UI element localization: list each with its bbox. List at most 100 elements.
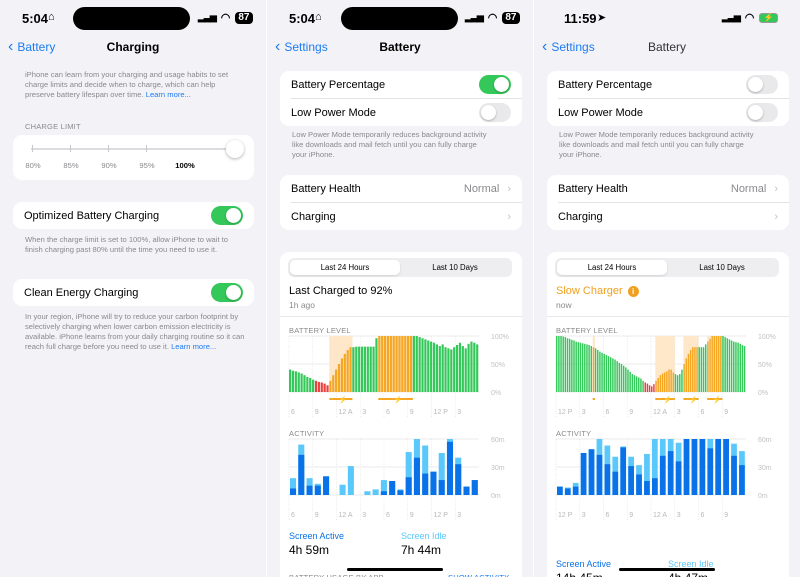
learn-more-link[interactable]: Learn more... <box>145 90 191 99</box>
tab-last-10-days[interactable]: Last 10 Days <box>432 263 478 272</box>
battery-level-bar <box>312 379 315 392</box>
battery-level-bar <box>689 350 692 392</box>
battery-level-bar <box>562 336 564 392</box>
battery-level-bar <box>612 358 614 392</box>
battery-icon: 87 <box>235 11 253 24</box>
screen-idle-bar <box>339 484 346 495</box>
battery-level-bar <box>329 380 332 392</box>
slider-thumb[interactable] <box>226 140 244 158</box>
battery-level-bar <box>571 339 573 392</box>
battery-level-bar <box>702 347 705 392</box>
optimized-toggle[interactable] <box>211 206 243 225</box>
y-tick-label: 0m <box>491 493 501 500</box>
battery-level-bar <box>564 337 567 392</box>
usage-by-app-header: BATTERY USAGE BY APP <box>289 573 384 577</box>
battery-level-bar <box>603 353 605 392</box>
charging-shade <box>666 336 669 392</box>
show-activity-button[interactable]: SHOW ACTIVITY <box>448 573 509 577</box>
battery-level-bar <box>369 346 372 392</box>
charge-limit-slider[interactable]: 80% 85% 90% 95% 100% <box>13 135 254 180</box>
x-tick-label: 12 P <box>558 512 573 519</box>
battery-level-bar <box>655 380 657 392</box>
battery-level-bar <box>314 380 318 392</box>
screen-active-value: 14h 45m <box>556 571 603 577</box>
signal-icon: ▂▃▅ <box>465 12 484 22</box>
tab-last-24-hours[interactable]: Last 24 Hours <box>557 260 667 275</box>
battery-level-bar <box>728 339 731 392</box>
activity-label: ACTIVITY <box>289 429 325 438</box>
screen-active-bar <box>636 474 642 495</box>
screen-active-bar <box>422 473 429 495</box>
toggle[interactable] <box>479 75 511 94</box>
battery-level-chart: 100% 50% 0% 6 9 12 A 3 6 9 12 P 3 ⚡ ⚡ <box>288 334 509 418</box>
battery-level-bar <box>586 344 588 392</box>
battery-health-row[interactable]: Battery Health Normal › <box>280 175 522 202</box>
screen-idle-bar <box>652 439 658 495</box>
toggle[interactable] <box>746 75 778 94</box>
slider-tick-label: 90% <box>101 161 117 170</box>
lightning-icon: ⚡ <box>339 395 348 404</box>
screen-idle-bar <box>438 453 445 495</box>
tab-last-10-days[interactable]: Last 10 Days <box>699 263 745 272</box>
chevron-right-icon: › <box>774 182 778 195</box>
x-tick-label: 6 <box>701 512 705 519</box>
x-tick-label: 3 <box>362 409 366 416</box>
screen-active-bar <box>405 477 412 495</box>
screen-idle-value: 7h 44m <box>401 543 442 557</box>
screen-active-bar <box>707 448 714 495</box>
dynamic-island <box>341 7 458 30</box>
battery-level-bar <box>470 341 473 392</box>
time-range-segmented: Last 24 Hours Last 10 Days <box>288 258 512 277</box>
usage-card: Last 24 Hours Last 10 Days Last Charged … <box>280 252 522 577</box>
clean-toggle[interactable] <box>211 283 243 302</box>
slider-tick <box>70 145 71 152</box>
page-title: Battery <box>647 40 686 54</box>
charging-indicator <box>340 398 344 400</box>
x-tick-label: 6 <box>291 512 295 519</box>
y-tick-label: 0m <box>758 493 768 500</box>
battery-level-bar <box>444 347 447 392</box>
charging-indicator <box>337 398 341 400</box>
screen-active-bar <box>397 490 404 495</box>
battery-level-bar <box>378 336 381 392</box>
toggle[interactable] <box>479 103 511 122</box>
low-power-footer: Low Power Mode temporarily reduces backg… <box>292 130 487 159</box>
toggle[interactable] <box>746 103 778 122</box>
learn-more-link[interactable]: Learn more... <box>171 342 217 351</box>
battery-level-bar <box>461 346 464 392</box>
tab-last-24-hours[interactable]: Last 24 Hours <box>290 260 400 275</box>
battery-level-bar <box>366 346 369 392</box>
x-tick-label: 12 P <box>558 409 573 416</box>
info-icon[interactable]: i <box>627 285 639 297</box>
back-button[interactable]: ‹ Settings <box>275 39 328 55</box>
back-button[interactable]: ‹ Battery <box>8 39 55 55</box>
battery-level-bar <box>584 343 586 392</box>
y-tick-label: 0% <box>758 390 768 397</box>
charging-row[interactable]: Charging › <box>280 203 522 230</box>
toggles-card: Battery Percentage Low Power Mode <box>547 71 789 126</box>
charging-indicator <box>401 398 405 400</box>
battery-level-bar <box>560 336 562 392</box>
screen-active-bar <box>667 451 674 495</box>
back-button[interactable]: ‹ Settings <box>542 39 595 55</box>
battery-level-bar <box>733 341 735 392</box>
battery-level-bar <box>323 383 326 392</box>
battery-level-bar <box>326 385 329 392</box>
battery-level-bar <box>320 382 323 392</box>
charging-indicator <box>329 398 333 400</box>
battery-level-bar <box>467 343 470 392</box>
x-tick-label: 6 <box>386 409 390 416</box>
battery-level-bar <box>568 338 571 392</box>
battery-level-bar <box>372 346 375 392</box>
x-tick-label: 9 <box>724 512 728 519</box>
battery-health-row[interactable]: Battery Health Normal › <box>547 175 789 202</box>
screen-active-bar <box>739 465 745 495</box>
x-tick-label: 12 A <box>339 512 353 519</box>
clean-energy-row: Clean Energy Charging <box>13 279 254 306</box>
charging-row[interactable]: Charging › <box>547 203 789 230</box>
charging-indicator <box>713 398 716 400</box>
charging-indicator <box>661 398 665 400</box>
battery-level-bar <box>616 361 618 392</box>
battery-level-bar <box>711 336 713 392</box>
battery-level-bar <box>389 336 392 392</box>
